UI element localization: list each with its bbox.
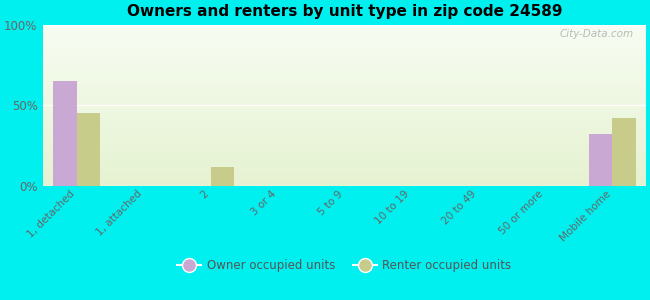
Bar [53,81,77,186]
Bar [612,118,636,186]
Bar [77,113,100,186]
Title: Owners and renters by unit type in zip code 24589: Owners and renters by unit type in zip c… [127,4,562,19]
Text: City-Data.com: City-Data.com [560,29,634,39]
Bar [211,167,234,186]
Bar [589,134,612,186]
Legend: Owner occupied units, Renter occupied units: Owner occupied units, Renter occupied un… [173,255,516,277]
